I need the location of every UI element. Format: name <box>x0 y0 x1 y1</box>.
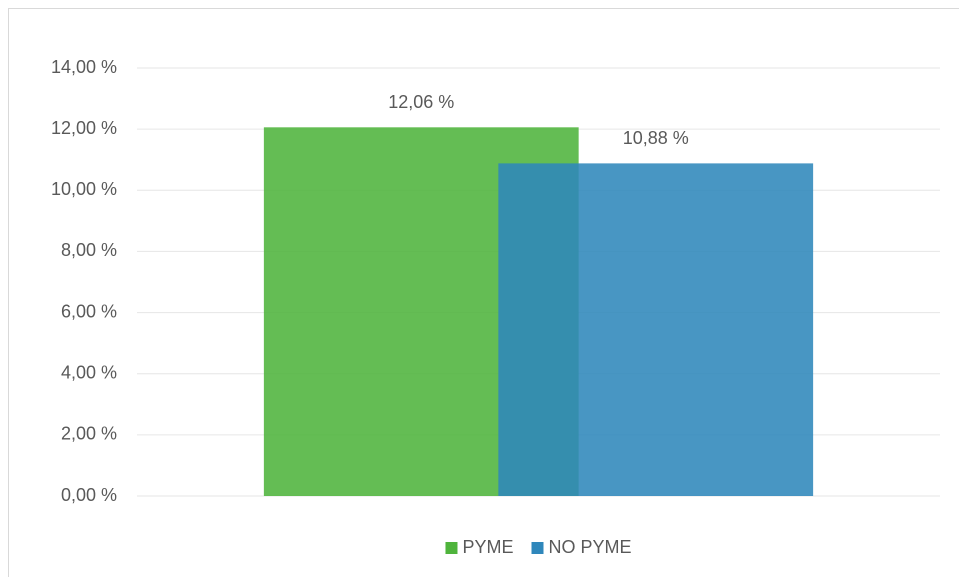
legend-swatch <box>445 542 458 554</box>
y-tick-label: 12,00 % <box>51 118 117 138</box>
bar <box>498 163 814 496</box>
y-tick-label: 6,00 % <box>61 301 117 321</box>
legend-label: PYME <box>462 537 513 557</box>
data-label: 12,06 % <box>388 92 454 112</box>
y-tick-label: 0,00 % <box>61 485 117 505</box>
y-tick-label: 10,00 % <box>51 179 117 199</box>
y-tick-label: 2,00 % <box>61 424 117 444</box>
legend-swatch <box>531 542 544 554</box>
y-tick-label: 8,00 % <box>61 240 117 260</box>
y-tick-label: 4,00 % <box>61 362 117 382</box>
legend-label: NO PYME <box>549 537 632 557</box>
y-tick-label: 14,00 % <box>51 57 117 77</box>
data-label: 10,88 % <box>623 128 689 148</box>
